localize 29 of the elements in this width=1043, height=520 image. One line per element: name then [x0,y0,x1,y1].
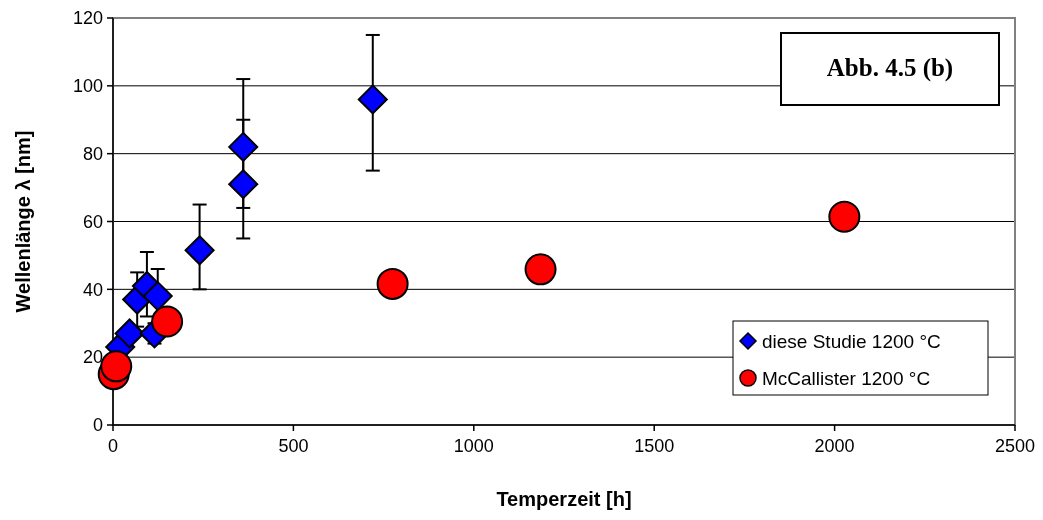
point [357,84,388,115]
y-tick-label: 80 [82,143,103,164]
legend-label: diese Studie 1200 °C [762,330,941,352]
point [142,281,173,312]
point [228,131,259,162]
point [228,169,259,200]
point [376,267,409,300]
figure-label-box: Abb. 4.5 (b) [780,32,1000,106]
y-tick-label: 0 [92,415,103,436]
point [184,235,215,266]
legend-label: McCallister 1200 °C [762,367,931,389]
point [151,305,184,338]
x-tick-label: 2000 [814,436,855,456]
point [524,253,557,286]
y-tick-label: 40 [82,279,103,300]
x-axis-title: Temperzeit [h] [496,488,632,510]
x-tick-label: 0 [107,436,119,456]
y-tick-label: 100 [72,76,103,97]
annotation: Abb. 4.5 (b) [826,54,954,82]
y-tick-label: 60 [82,211,103,232]
x-tick-label: 1500 [634,436,675,456]
y-tick-label: 120 [72,8,103,29]
x-tick-label: 2500 [994,436,1036,456]
point [828,200,861,233]
x-tick-label: 500 [278,436,309,456]
y-tick-label: 20 [82,347,103,368]
x-tick-label: 1000 [453,436,494,456]
point [114,318,145,349]
y-axis-title: Wellenlänge λ [nm] [12,130,34,313]
